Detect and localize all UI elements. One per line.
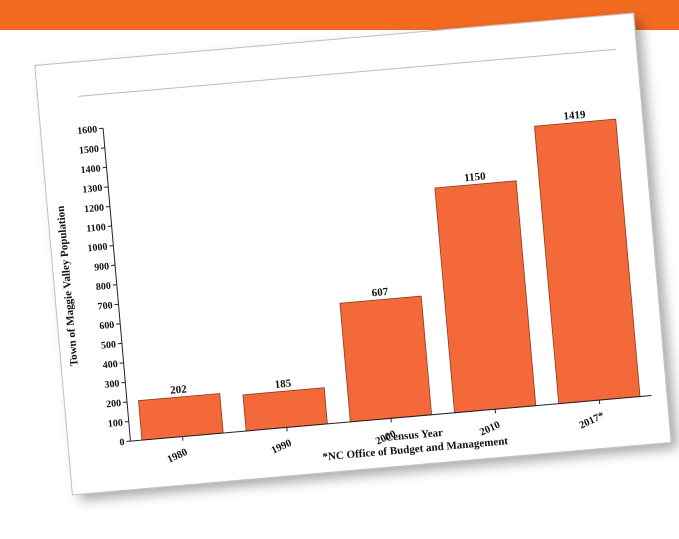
y-tick-label: 200 bbox=[106, 398, 122, 410]
y-tick-label: 100 bbox=[107, 418, 123, 430]
x-axis-title: Census Year bbox=[385, 427, 444, 444]
y-tick-label: 500 bbox=[101, 339, 117, 351]
y-tick-label: 1500 bbox=[79, 144, 100, 157]
x-tick-label: 1990 bbox=[270, 438, 294, 457]
y-axis: 0 100 200 300 400 500 600 700 800 900 1000 1100 1200… bbox=[77, 124, 131, 449]
bar-2010 bbox=[434, 180, 537, 414]
y-tick-label: 0 bbox=[119, 437, 125, 448]
y-tick-label: 1200 bbox=[84, 203, 105, 216]
data-label: 607 bbox=[371, 286, 389, 299]
top-rule bbox=[78, 48, 617, 97]
chart-card: 0 100 200 300 400 500 600 700 800 900 1000 1100 1200… bbox=[34, 12, 672, 496]
y-tick-label: 1400 bbox=[80, 163, 101, 176]
x-tick-label: 2017* bbox=[578, 410, 606, 431]
bar-2017* bbox=[534, 118, 641, 405]
y-tick-label: 900 bbox=[94, 261, 110, 273]
bar-2000 bbox=[339, 295, 433, 423]
y-tick-label: 700 bbox=[97, 300, 113, 312]
y-axis-line bbox=[102, 128, 131, 442]
data-label: 202 bbox=[170, 383, 188, 396]
y-tick-label: 300 bbox=[104, 378, 120, 390]
y-tick-label: 1600 bbox=[77, 124, 98, 137]
y-axis-title: Town of Maggie Valley Population bbox=[55, 205, 81, 366]
bars: 202 185 607 1150 1419 bbox=[138, 109, 641, 441]
x-tick-label: 1980 bbox=[166, 447, 190, 466]
y-tick-label: 1000 bbox=[87, 242, 108, 255]
y-tick-label: 800 bbox=[95, 281, 111, 293]
y-tick-label: 400 bbox=[102, 359, 118, 371]
y-tick-label: 1100 bbox=[86, 222, 106, 235]
bar-chart: 0 100 200 300 400 500 600 700 800 900 1000 1100 1200… bbox=[55, 48, 652, 466]
data-label: 185 bbox=[274, 378, 292, 391]
data-label: 1419 bbox=[563, 109, 586, 123]
bar-1980 bbox=[138, 393, 224, 441]
y-tick-label: 600 bbox=[99, 320, 115, 332]
y-tick-label: 1300 bbox=[82, 183, 103, 196]
data-label: 1150 bbox=[464, 170, 487, 184]
